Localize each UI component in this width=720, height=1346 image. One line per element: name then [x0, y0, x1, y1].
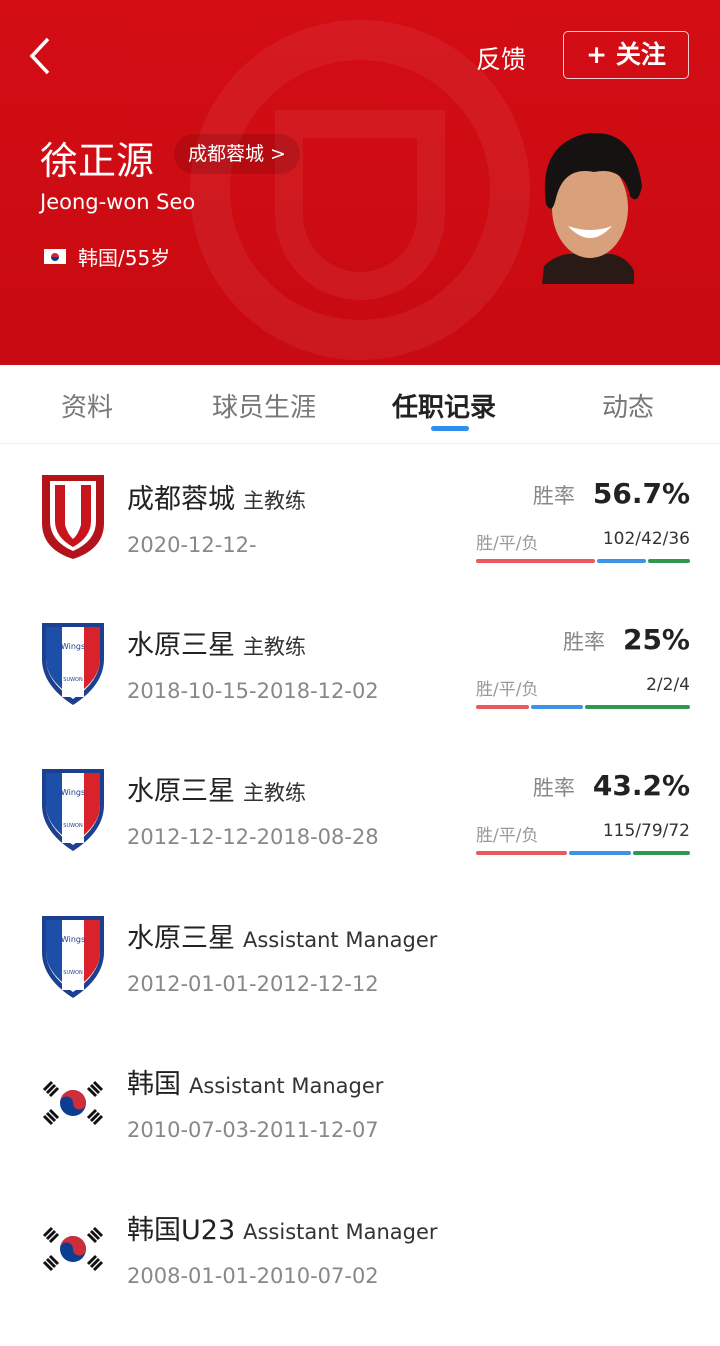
suwon-logo: Wings SUWON — [40, 619, 106, 707]
record-item[interactable]: 成都蓉城 主教练 2020-12-12- 胜率 56.7% 胜/平/负 102/42/3… — [0, 443, 720, 589]
suwon-logo: Wings SUWON — [40, 765, 106, 853]
team-name: 韩国U23 — [127, 1215, 236, 1246]
win-rate-value: 43.2% — [592, 769, 690, 802]
nationality-age: 韩国/55岁 — [44, 242, 170, 271]
team-name: 水原三星 — [127, 630, 235, 661]
feedback-button[interactable]: 反馈 — [476, 45, 527, 74]
svg-text:SUWON: SUWON — [63, 823, 83, 829]
svg-text:SUWON: SUWON — [63, 677, 83, 683]
wdl-bar — [476, 559, 690, 563]
record-title: 成都蓉城 主教练 — [127, 477, 306, 516]
korea-logo — [40, 1058, 106, 1146]
record-item[interactable]: 韩国U23 Assistant Manager 2008-01-01-2010-0… — [0, 1174, 720, 1320]
profile-header: 反馈 + 关注 徐正源 成都蓉城 > Jeong-won Seo 韩国/55岁 — [0, 0, 720, 365]
wdl-bar — [476, 705, 690, 709]
role: Assistant Manager — [189, 1074, 384, 1098]
tab-profile[interactable]: 资料 — [61, 393, 114, 423]
record-title: 韩国U23 Assistant Manager — [127, 1208, 438, 1247]
tab-bar: 资料 球员生涯 任职记录 动态 — [0, 365, 720, 444]
win-rate: 胜率 56.7% — [533, 477, 690, 510]
record-title: 水原三星 主教练 — [127, 623, 306, 662]
coach-name: 徐正源 — [40, 139, 155, 183]
win-segment — [476, 559, 595, 563]
draw-segment — [568, 851, 632, 855]
team-name: 水原三星 — [127, 776, 235, 807]
record-title: 韩国 Assistant Manager — [127, 1062, 383, 1101]
korea-flag-icon — [44, 249, 66, 264]
tenure-dates: 2018-10-15-2018-12-02 — [127, 679, 379, 703]
current-team-link[interactable]: 成都蓉城 > — [174, 134, 300, 174]
wdl-label: 胜/平/负 — [476, 534, 539, 554]
chengdu-logo — [40, 473, 106, 561]
korea-logo — [40, 1204, 106, 1292]
chevron-left-icon — [29, 37, 50, 75]
win-rate-value: 25% — [622, 623, 690, 656]
svg-text:Wings: Wings — [61, 642, 85, 651]
role: 主教练 — [243, 781, 306, 805]
loss-segment — [633, 851, 691, 855]
wdl-value: 115/79/72 — [602, 821, 690, 841]
wdl-label: 胜/平/负 — [476, 826, 539, 846]
english-name: Jeong-won Seo — [40, 190, 196, 214]
wdl-bar — [476, 851, 691, 855]
coach-photo — [542, 133, 642, 284]
follow-button[interactable]: + 关注 — [563, 31, 689, 79]
tenure-dates: 2012-12-12-2018-08-28 — [127, 825, 379, 849]
svg-text:Wings: Wings — [61, 788, 85, 797]
record-title: 水原三星 Assistant Manager — [127, 916, 437, 955]
record-item[interactable]: Wings SUWON 水原三星 主教练 2012-12-12-2018-08-28… — [0, 735, 720, 881]
club-watermark-shield — [275, 110, 445, 300]
win-rate-value: 56.7% — [592, 477, 690, 510]
nationality-text: 韩国/55岁 — [78, 246, 171, 270]
team-name: 成都蓉城 — [127, 484, 235, 515]
win-rate: 胜率 25% — [563, 623, 690, 656]
win-rate-label: 胜率 — [532, 776, 575, 800]
tab-coaching-record[interactable]: 任职记录 — [392, 393, 497, 423]
record-item[interactable]: 韩国 Assistant Manager 2010-07-03-2011-12-0… — [0, 1028, 720, 1174]
win-rate-label: 胜率 — [532, 484, 575, 508]
wdl-value: 102/42/36 — [602, 529, 690, 549]
loss-segment — [648, 559, 690, 563]
wdl-row: 胜/平/负 102/42/36 — [476, 529, 690, 554]
tab-news[interactable]: 动态 — [602, 393, 655, 423]
role: 主教练 — [243, 489, 306, 513]
team-name: 韩国 — [127, 1069, 181, 1100]
win-segment — [476, 705, 529, 709]
win-rate-label: 胜率 — [562, 630, 605, 654]
record-title: 水原三星 主教练 — [127, 769, 306, 808]
role: 主教练 — [243, 635, 306, 659]
record-item[interactable]: Wings SUWON 水原三星 主教练 2018-10-15-2018-12-02… — [0, 589, 720, 735]
back-button[interactable] — [26, 36, 66, 76]
wdl-row: 胜/平/负 115/79/72 — [476, 821, 690, 846]
tab-player-career[interactable]: 球员生涯 — [212, 393, 317, 423]
role: Assistant Manager — [243, 1220, 438, 1244]
tenure-dates: 2010-07-03-2011-12-07 — [127, 1118, 379, 1142]
win-segment — [476, 851, 567, 855]
team-name: 水原三星 — [127, 923, 235, 954]
record-item[interactable]: Wings SUWON 水原三星 Assistant Manager 2012-01… — [0, 882, 720, 1028]
svg-text:Wings: Wings — [61, 935, 85, 944]
wdl-label: 胜/平/负 — [476, 680, 539, 700]
tenure-dates: 2012-01-01-2012-12-12 — [127, 972, 379, 996]
role: Assistant Manager — [243, 928, 438, 952]
suwon-logo: Wings SUWON — [40, 912, 106, 1000]
win-rate: 胜率 43.2% — [533, 769, 690, 802]
tenure-dates: 2020-12-12- — [127, 533, 257, 557]
draw-segment — [530, 705, 583, 709]
active-tab-indicator — [431, 426, 469, 431]
svg-text:SUWON: SUWON — [63, 970, 83, 976]
wdl-row: 胜/平/负 2/2/4 — [476, 675, 690, 700]
tenure-dates: 2008-01-01-2010-07-02 — [127, 1264, 379, 1288]
loss-segment — [585, 705, 690, 709]
draw-segment — [597, 559, 646, 563]
wdl-value: 2/2/4 — [646, 675, 690, 695]
